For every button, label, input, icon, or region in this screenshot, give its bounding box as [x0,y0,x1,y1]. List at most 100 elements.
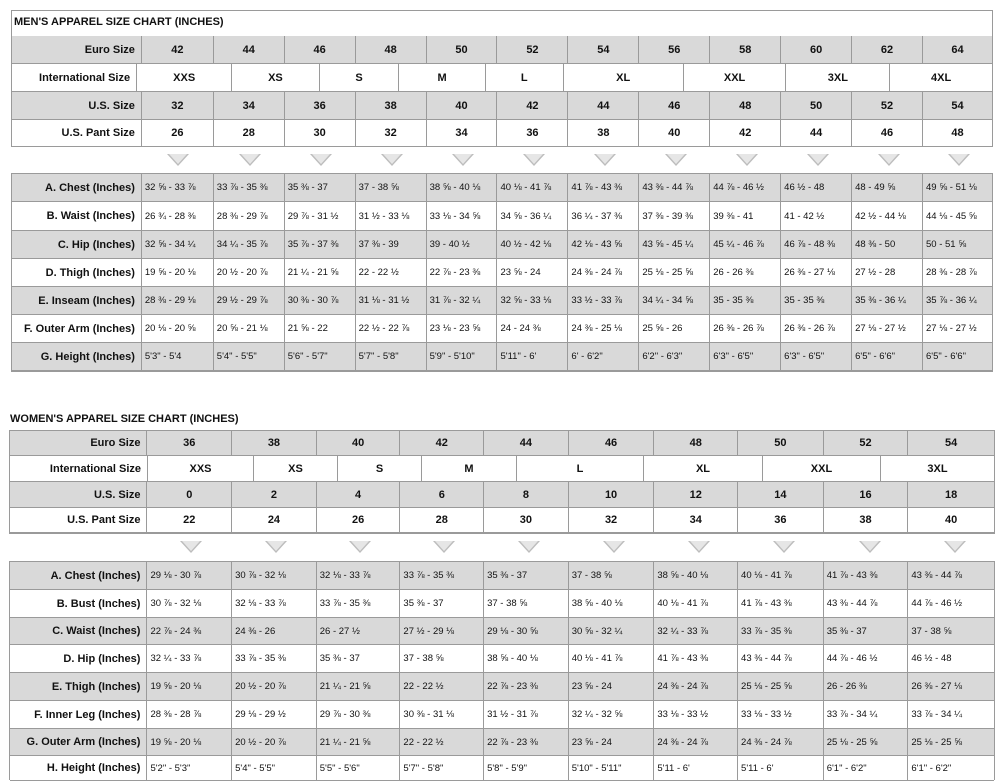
measurement-cell: 27 ½ - 28 [852,259,924,286]
measurement-cell: 35 ⅜ - 37 [400,590,485,617]
us-cell: 10 [568,482,655,507]
us-cell: 34 [213,92,285,119]
measurement-label: F. Outer Arm (Inches) [12,315,142,342]
measurement-cell: 34 ¼ - 34 ⅝ [639,287,711,314]
us-cell: 16 [823,482,909,507]
us-cell: 6 [400,482,485,507]
women-euro-row: Euro Size 36 38 40 42 44 46 48 50 52 54 [10,431,994,456]
measurement-cell: 5'3" - 5'4 [141,343,214,370]
measurement-cell: 6'1" - 6'2" [823,756,909,780]
measurement-cell: 24 ⅜ - 24 ⅞ [738,729,824,755]
measurement-cell: 21 ¼ - 21 ⅝ [316,729,401,755]
measurement-cell: 39 - 40 ½ [426,231,498,258]
down-arrow-icon [944,541,966,553]
us-cell: 50 [781,92,853,119]
measurement-cell: 29 ⅞ - 30 ⅜ [316,701,401,728]
measurement-cell: 46 ½ - 48 [781,174,853,201]
measurement-cell: 35 ⅜ - 37 [284,174,356,201]
us-pant-cell: 38 [568,120,640,146]
measurement-cell: 31 ⅛ - 31 ½ [355,287,427,314]
measurement-cell: 22 ⅞ - 23 ⅜ [426,259,498,286]
measurement-cell: 32 ⅝ - 34 ¼ [141,231,214,258]
measurement-cell: 31 ½ - 31 ⅞ [484,701,569,728]
measurement-cell: 25 ⅛ - 25 ⅝ [908,729,994,755]
measurement-cell: 33 ⅛ - 33 ½ [738,701,824,728]
measurement-cell: 33 ⅛ - 34 ⅝ [426,202,498,230]
measurement-cell: 41 ⅞ - 43 ⅜ [738,590,824,617]
men-measurement-row: C. Hip (Inches) 32 ⅝ - 34 ¼ 34 ¼ - 35 ⅞ 35 … [12,231,992,259]
down-arrow-icon [517,541,540,553]
down-arrow-icon [451,154,474,166]
euro-cell: 64 [923,36,992,63]
measurement-cell: 23 ⅝ - 24 [568,673,655,700]
measurement-cell: 20 ⅝ - 21 ⅛ [213,315,285,342]
measurement-cell: 37 - 38 ⅝ [400,645,485,672]
measurement-label: C. Hip (Inches) [12,231,142,258]
measurement-cell: 33 ⅞ - 34 ¼ [823,701,909,728]
measurement-cell: 20 ⅛ - 20 ⅝ [141,315,214,342]
us-cell: 40 [426,92,498,119]
measurement-label: D. Hip (Inches) [10,645,148,672]
women-measurement-row: H. Height (Inches) 5'2" - 5'3" 5'4" - 5'5"… [10,756,994,781]
women-measurement-row: C. Waist (Inches) 22 ⅞ - 24 ⅜ 24 ⅜ - 26 26 … [10,618,994,645]
us-pant-label: U.S. Pant Size [10,508,148,532]
measurement-cell: 33 ⅞ - 34 ¼ [908,701,994,728]
euro-cell: 50 [738,431,824,455]
women-measurement-row: G. Outer Arm (Inches) 19 ⅝ - 20 ⅛ 20 ½ - 2… [10,729,994,756]
measurement-cell: 24 ⅜ - 26 [232,618,317,644]
measurement-cell: 32 ⅝ - 33 ⅞ [141,174,214,201]
down-arrow-icon [858,541,881,553]
measurement-cell: 23 ⅝ - 24 [568,729,655,755]
measurement-cell: 31 ½ - 33 ⅛ [355,202,427,230]
measurement-cell: 5'4" - 5'5" [232,756,317,780]
measurement-label: C. Waist (Inches) [10,618,148,644]
measurement-cell: 37 - 38 ⅝ [484,590,569,617]
measurement-cell: 19 ⅝ - 20 ⅛ [141,259,214,286]
international-cell: S [319,64,400,91]
measurement-cell: 37 - 38 ⅝ [355,174,427,201]
euro-cell: 54 [908,431,994,455]
international-cell: XS [232,64,320,91]
us-pant-cell: 26 [316,508,401,532]
down-arrow-icon [238,154,261,166]
measurement-cell: 36 ¼ - 37 ⅜ [568,202,640,230]
measurement-cell: 38 ⅝ - 40 ⅛ [484,645,569,672]
down-arrow-icon [947,154,970,166]
measurement-cell: 26 ⅜ - 27 ⅛ [781,259,853,286]
measurement-cell: 22 ⅞ - 23 ⅜ [484,673,569,700]
international-cell: 3XL [786,64,891,91]
measurement-cell: 21 ⅝ - 22 [284,315,356,342]
measurement-cell: 35 ⅞ - 36 ¼ [923,287,992,314]
us-pant-cell: 36 [497,120,569,146]
measurement-cell: 33 ⅞ - 35 ⅜ [738,618,824,644]
measurement-cell: 26 - 26 ⅜ [823,673,909,700]
measurement-cell: 26 - 26 ⅜ [710,259,782,286]
measurement-cell: 5'7" - 5'8" [400,756,485,780]
us-pant-cell: 40 [908,508,994,532]
down-arrow-icon [179,541,202,553]
us-pant-cell: 26 [141,120,214,146]
measurement-label: B. Bust (Inches) [10,590,148,617]
measurement-cell: 26 ⅜ - 27 ⅛ [908,673,994,700]
measurement-cell: 29 ⅛ - 30 ⅝ [484,618,569,644]
us-pant-cell: 42 [710,120,782,146]
us-pant-cell: 46 [852,120,924,146]
euro-cell: 52 [823,431,909,455]
euro-cell: 42 [400,431,485,455]
us-pant-cell: 44 [781,120,853,146]
euro-cell: 50 [426,36,498,63]
measurement-cell: 6'3" - 6'5" [781,343,853,370]
us-cell: 0 [147,482,233,507]
measurement-cell: 30 ⅜ - 31 ⅛ [400,701,485,728]
measurement-label: D. Thigh (Inches) [12,259,142,286]
us-cell: 32 [141,92,214,119]
measurement-cell: 6'2" - 6'3" [639,343,711,370]
us-cell: 38 [355,92,427,119]
measurement-cell: 30 ⅞ - 32 ⅛ [147,590,233,617]
measurement-cell: 35 ⅜ - 37 [823,618,909,644]
measurement-cell: 39 ⅜ - 41 [710,202,782,230]
measurement-cell: 19 ⅝ - 20 ⅛ [147,729,233,755]
measurement-cell: 27 ½ - 29 ⅛ [400,618,485,644]
